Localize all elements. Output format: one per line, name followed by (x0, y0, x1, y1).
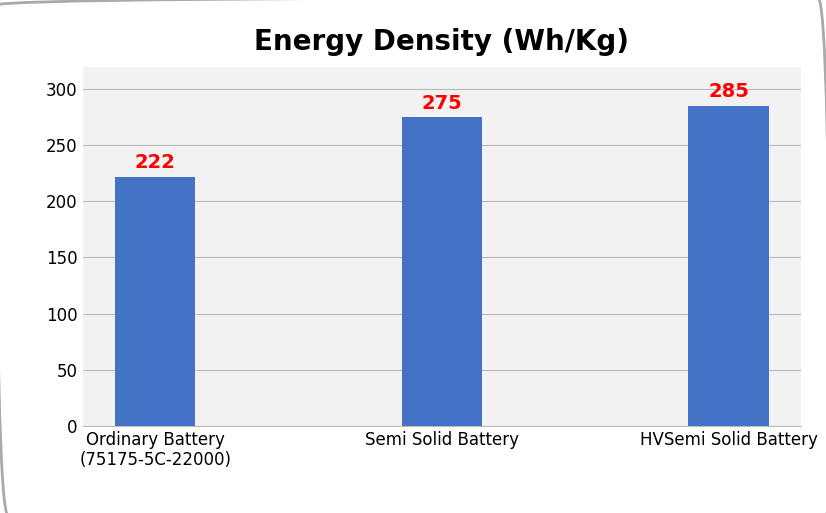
Bar (116, 176, 196, 426)
Title: Energy Density (Wh/Kg): Energy Density (Wh/Kg) (254, 28, 629, 56)
Text: 285: 285 (708, 83, 749, 102)
Text: 222: 222 (135, 153, 176, 172)
Bar (688, 106, 768, 426)
Text: 275: 275 (421, 94, 463, 113)
Bar (401, 117, 482, 426)
